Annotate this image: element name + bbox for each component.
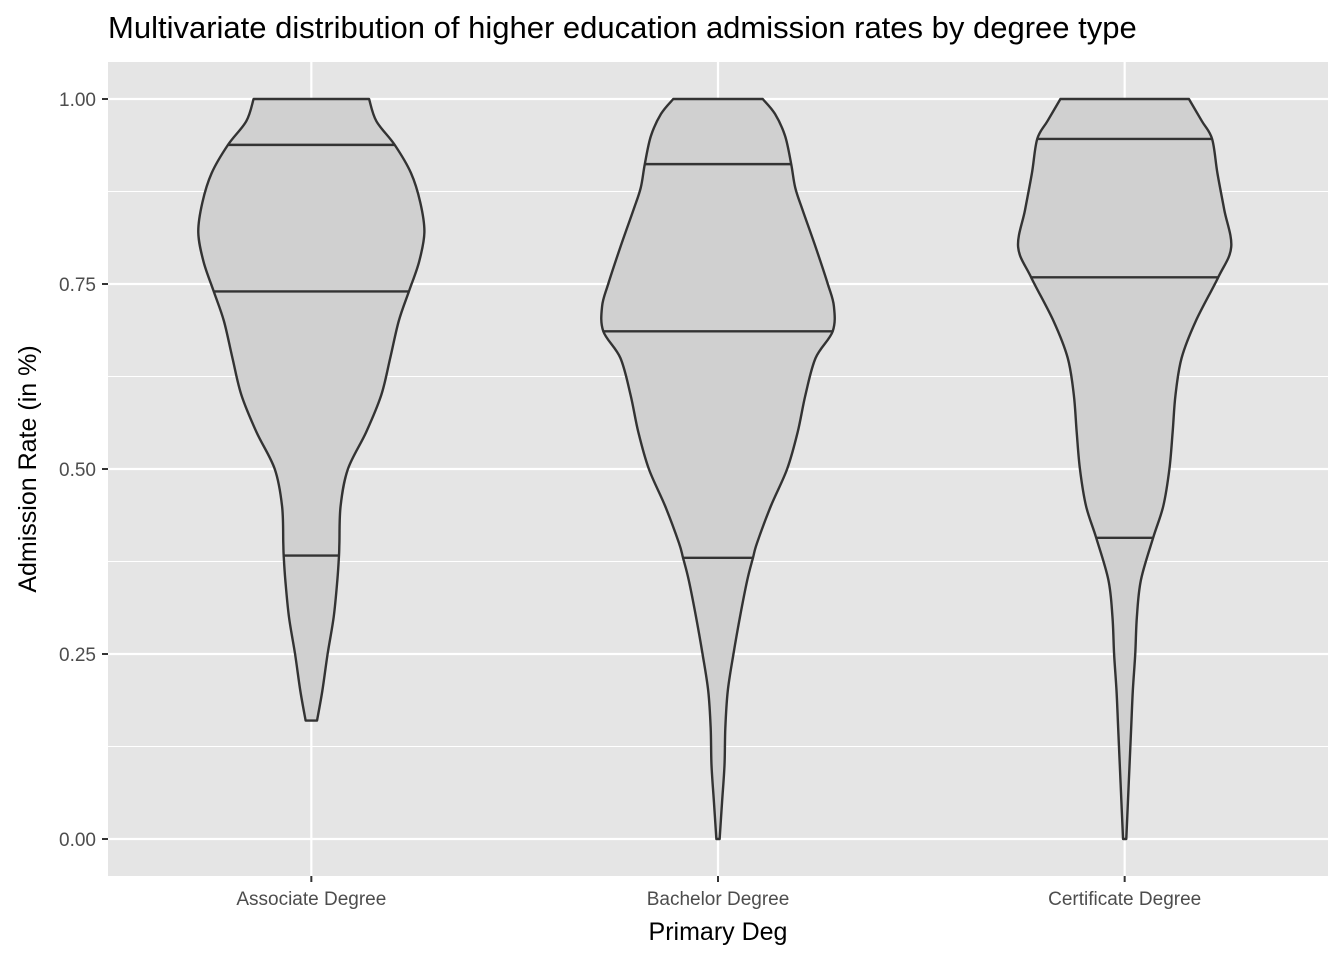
y-tick-label: 0.50	[59, 460, 96, 481]
violin-associate-degree	[197, 97, 426, 722]
violin-certificate-degree	[1016, 97, 1233, 841]
x-tick-label: Certificate Degree	[1048, 889, 1201, 910]
y-tick-label: 0.75	[59, 275, 96, 296]
y-tick-label: 0.00	[59, 830, 96, 851]
chart-title: Multivariate distribution of higher educ…	[108, 10, 1137, 45]
violins	[197, 97, 1233, 841]
violin-body	[1016, 97, 1233, 841]
y-axis-title: Admission Rate (in %)	[14, 345, 42, 592]
y-tick-label: 0.25	[59, 645, 96, 666]
y-axis: 0.00 0.25 0.50 0.75 1.00	[59, 90, 108, 851]
x-tick-label: Bachelor Degree	[647, 889, 790, 910]
y-tick-label: 1.00	[59, 90, 96, 111]
x-tick-label: Associate Degree	[236, 889, 386, 910]
violin-body	[197, 97, 426, 722]
violin-bachelor-degree	[600, 97, 836, 841]
x-axis: Associate Degree Bachelor Degree Certifica…	[236, 876, 1201, 910]
x-axis-title: Primary Deg	[649, 918, 788, 946]
